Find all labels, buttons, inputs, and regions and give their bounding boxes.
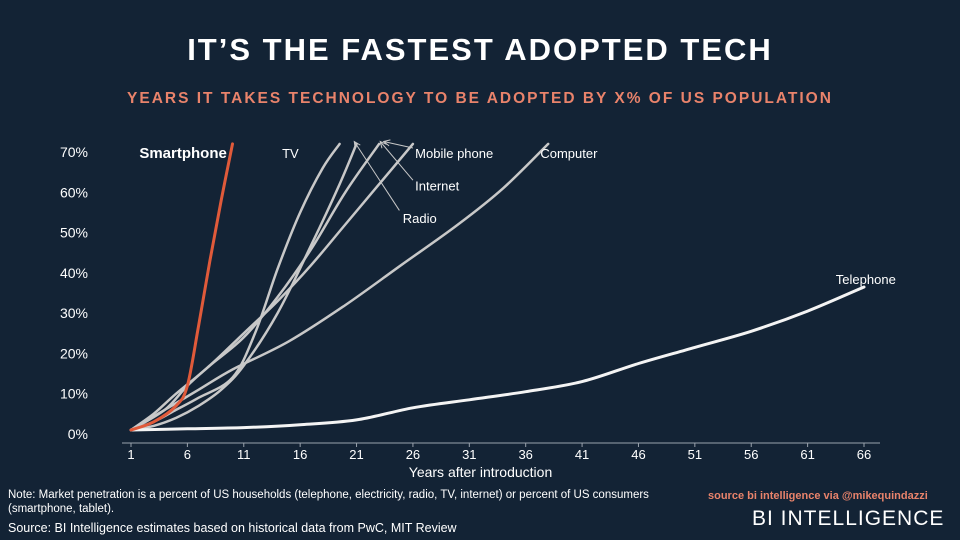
chart-title: IT’S THE FASTEST ADOPTED TECH <box>187 32 773 67</box>
axes-layer: 0%10%20%30%40%50%60%70%1 6 11 16 21 26 31 36 41 4… <box>60 144 880 480</box>
series-label-radio: Radio <box>403 211 437 226</box>
label-pointer-line <box>353 141 400 211</box>
y-tick-label: 40% <box>60 265 88 281</box>
x-tick-label: 46 <box>631 447 645 462</box>
y-tick-label: 0% <box>68 426 88 442</box>
series-label-mobile-phone: Mobile phone <box>415 146 493 161</box>
y-tick-label: 70% <box>60 144 88 160</box>
brand-logo: BI INTELLIGENCE <box>752 507 945 530</box>
label-pointer-arrowhead <box>379 140 387 149</box>
x-tick-label: 41 <box>575 447 589 462</box>
series-line-mobile-phone <box>129 142 415 432</box>
x-tick-label: 6 <box>184 447 191 462</box>
x-tick-label: 1 <box>127 447 134 462</box>
x-axis-title: Years after introduction <box>409 464 552 480</box>
label-pointer-arrowhead <box>382 139 391 147</box>
label-pointer-line <box>379 141 414 181</box>
x-tick-label: 51 <box>688 447 702 462</box>
source-note: Source: BI Intelligence estimates based … <box>8 521 457 535</box>
y-tick-label: 20% <box>60 345 88 361</box>
series-label-internet: Internet <box>415 178 459 193</box>
y-tick-label: 10% <box>60 386 88 402</box>
x-tick-label: 16 <box>293 447 307 462</box>
label-pointer-arrowhead <box>353 140 361 149</box>
label-pointer-line <box>383 141 414 149</box>
x-tick-label: 11 <box>237 447 251 462</box>
series-layer <box>129 142 866 432</box>
x-tick-label: 36 <box>518 447 532 462</box>
series-line-internet <box>129 142 381 432</box>
y-tick-label: 60% <box>60 184 88 200</box>
chart-subtitle: YEARS IT TAKES TECHNOLOGY TO BE ADOPTED … <box>127 90 833 107</box>
x-tick-label: 66 <box>857 447 871 462</box>
y-tick-label: 50% <box>60 225 88 241</box>
footnote: Note: Market penetration is a percent of… <box>8 489 649 515</box>
series-line-telephone <box>129 285 866 432</box>
y-tick-label: 30% <box>60 305 88 321</box>
series-line-radio <box>129 142 358 432</box>
series-label-smartphone: Smartphone <box>139 145 227 162</box>
series-label-telephone: Telephone <box>836 272 896 287</box>
series-label-computer: Computer <box>540 146 598 161</box>
x-tick-label: 61 <box>800 447 814 462</box>
credit-text: source bi intelligence via @mikequindazz… <box>708 490 928 502</box>
x-tick-label: 21 <box>349 447 363 462</box>
series-line-smartphone <box>129 142 234 432</box>
x-tick-label: 56 <box>744 447 758 462</box>
x-tick-label: 26 <box>406 447 420 462</box>
x-tick-label: 31 <box>462 447 476 462</box>
series-label-tv: TV <box>282 146 299 161</box>
series-labels-layer: Smartphone TV Mobile phone Computer Internet… <box>139 139 896 287</box>
series-line-tv <box>129 142 341 432</box>
